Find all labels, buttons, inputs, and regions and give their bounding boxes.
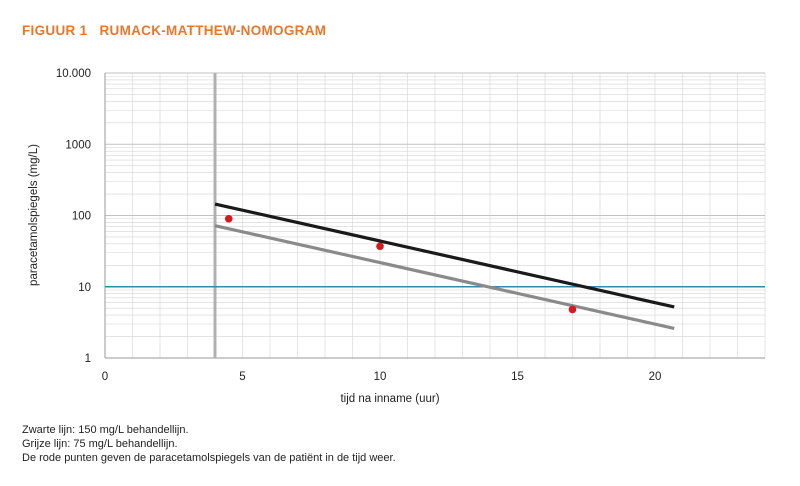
y-tick-label: 100 <box>72 211 91 223</box>
nomogram-chart: 0 5 10 15 20 1 10 100 1000 10.000 tijd na inname … <box>28 68 766 405</box>
chart-marks <box>105 73 765 358</box>
tick-labels: 0 5 10 15 20 1 10 100 1000 10.000 <box>56 68 662 383</box>
y-axis-label: paracetamolspiegels (mg/L) <box>28 144 40 286</box>
figure-title: FIGUUR 1 RUMACK-MATTHEW-NOMOGRAM <box>22 23 326 38</box>
figure-number: FIGUUR 1 <box>22 23 88 38</box>
patient-data-point <box>224 214 233 223</box>
treatment-line-75 <box>214 224 675 330</box>
note-grey-line: Grijze lijn: 75 mg/L behandellijn. <box>22 438 178 450</box>
x-tick-label: 0 <box>102 371 108 383</box>
y-tick-label: 10 <box>78 282 91 294</box>
x-tick-label: 15 <box>511 371 524 383</box>
patient-data-point <box>568 305 577 314</box>
y-tick-label: 10.000 <box>56 68 91 80</box>
note-black-line: Zwarte lijn: 150 mg/L behandellijn. <box>22 424 189 436</box>
y-tick-label: 1000 <box>65 139 91 151</box>
x-tick-label: 10 <box>374 371 387 383</box>
treatment-line-150 <box>214 202 675 309</box>
patient-data-point <box>376 242 384 251</box>
x-axis-label: tijd na inname (uur) <box>340 393 439 405</box>
figure-notes: Zwarte lijn: 150 mg/L behandellijn. Grij… <box>22 423 396 465</box>
note-red-points: De rode punten geven de paracetamolspieg… <box>22 452 396 464</box>
x-tick-label: 20 <box>649 371 662 383</box>
figure-name: RUMACK-MATTHEW-NOMOGRAM <box>99 23 327 38</box>
y-tick-label: 1 <box>85 353 91 365</box>
x-tick-label: 5 <box>239 371 245 383</box>
